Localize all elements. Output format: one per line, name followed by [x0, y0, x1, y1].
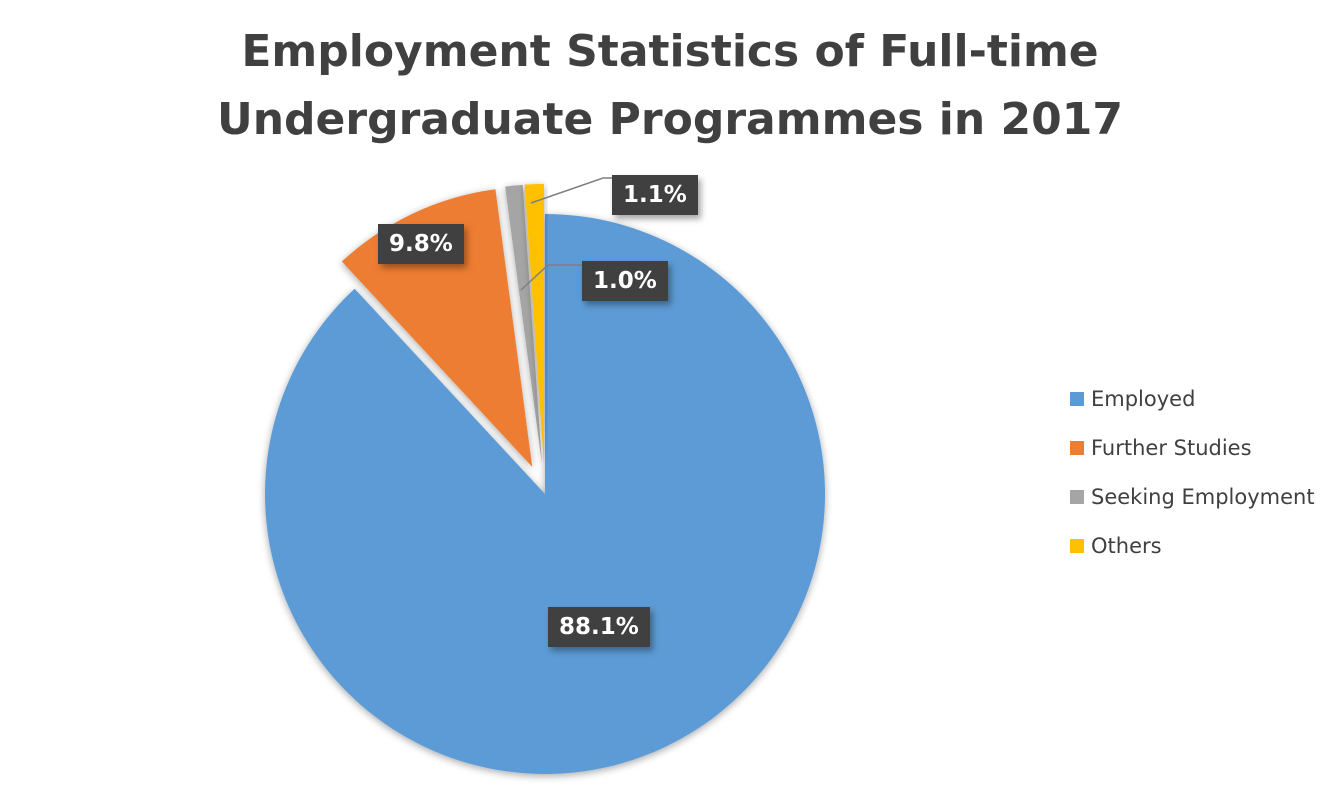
legend-item-others: Others — [1070, 521, 1315, 570]
legend: Employed Further Studies Seeking Employm… — [1070, 374, 1315, 570]
pie-slice-seeking-employment — [505, 184, 542, 465]
leader-line-seeking-employment — [520, 264, 582, 291]
legend-item-seeking-employment: Seeking Employment — [1070, 472, 1315, 521]
legend-swatch-seeking-employment — [1070, 489, 1084, 504]
legend-swatch-further-studies — [1070, 440, 1084, 455]
data-label-others: 1.1% — [612, 175, 698, 215]
legend-swatch-others — [1070, 538, 1084, 553]
data-label-employed: 88.1% — [548, 607, 650, 647]
legend-label-others: Others — [1091, 533, 1162, 558]
chart-title-line-2: Undergraduate Programmes in 2017 — [217, 94, 1123, 145]
legend-label-employed: Employed — [1091, 386, 1196, 411]
legend-swatch-employed — [1070, 391, 1084, 406]
legend-label-seeking-employment: Seeking Employment — [1091, 484, 1315, 509]
legend-item-employed: Employed — [1070, 374, 1315, 423]
pie-slice-others — [524, 184, 544, 465]
data-label-further-studies: 9.8% — [378, 224, 464, 264]
legend-item-further-studies: Further Studies — [1070, 423, 1315, 472]
data-label-seeking-employment: 1.0% — [582, 261, 668, 301]
leader-line-others — [530, 177, 612, 204]
chart-title-line-1: Employment Statistics of Full-time — [241, 26, 1099, 77]
legend-label-further-studies: Further Studies — [1091, 435, 1252, 460]
pie-slice-employed — [264, 214, 825, 775]
